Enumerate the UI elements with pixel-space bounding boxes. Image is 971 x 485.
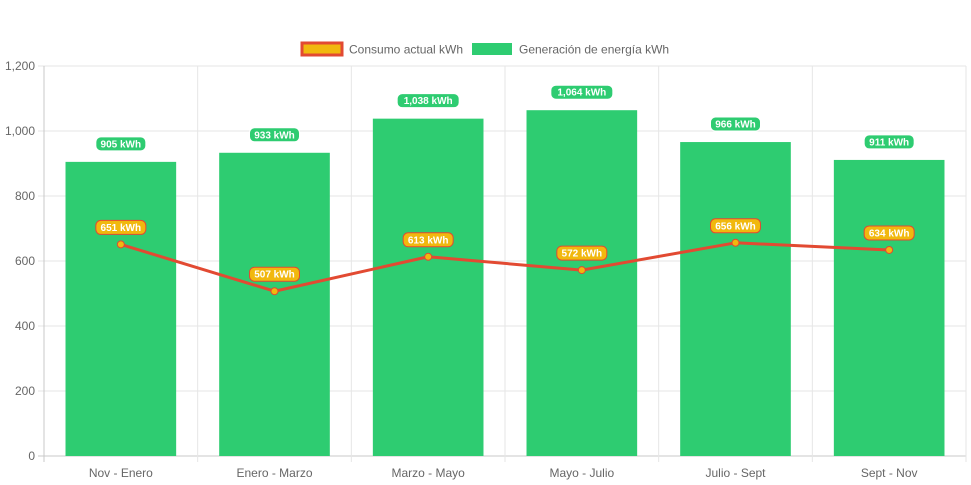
bar-generacion [372, 118, 484, 457]
bar-data-label: 933 kWh [254, 130, 295, 141]
point-consumo [270, 287, 279, 296]
line-data-label: 572 kWh [562, 249, 603, 260]
line-data-label-bg [95, 219, 147, 235]
bar-generacion [833, 159, 945, 457]
bar-data-label-bg [95, 136, 147, 152]
axis-layer: 0 200 400 600 800 1,000 1,200 Nov - Enero Enero … [5, 59, 918, 480]
line-data-label: 651 kWh [101, 223, 142, 234]
bar-generacion [219, 152, 330, 456]
y-tick-label: 200 [15, 384, 35, 398]
x-tick-label: Enero - Marzo [236, 466, 312, 480]
line-data-label-bg [402, 232, 454, 248]
y-tick-label: 400 [15, 319, 35, 333]
point-consumo [577, 266, 586, 275]
point-consumo [731, 238, 740, 247]
bar-data-label-bg [249, 127, 300, 143]
x-tick-label: Nov - Enero [89, 466, 153, 480]
y-tick-label: 0 [28, 449, 35, 463]
line-data-label-bg [556, 245, 608, 261]
point-consumo [424, 252, 433, 261]
x-tick-label: Marzo - Mayo [391, 466, 465, 480]
bar-data-label-bg [710, 116, 761, 132]
bar-data-label: 966 kWh [715, 120, 756, 131]
bar-data-label: 911 kWh [869, 137, 909, 148]
bar-data-label-bg [863, 134, 915, 150]
bar-data-label: 905 kWh [101, 139, 142, 150]
legend-item-consumo[interactable]: Consumo actual kWh [300, 41, 463, 57]
legend-swatch-generacion [472, 43, 512, 55]
x-tick-label: Mayo - Julio [549, 466, 614, 480]
point-consumo [885, 245, 894, 254]
line-data-label: 634 kWh [869, 228, 910, 239]
x-tick-label: Sept - Nov [861, 466, 918, 480]
line-data-label-bg [249, 266, 300, 282]
point-consumo [116, 240, 125, 249]
y-tick-label: 1,200 [5, 59, 35, 73]
bar-data-label-bg [550, 84, 614, 100]
bar-generacion [680, 142, 791, 457]
data-label-layer: 905 kWh 933 kWh 1,038 kWh 1,064 kWh 966 kWh 9… [95, 84, 915, 282]
legend-label-generacion: Generación de energía kWh [519, 43, 669, 57]
legend-label-consumo: Consumo actual kWh [349, 43, 463, 57]
line-data-label-bg [863, 225, 915, 241]
bar-data-label: 1,038 kWh [404, 96, 453, 107]
bar-data-label-bg [396, 93, 460, 109]
x-tick-label: Julio - Sept [705, 466, 766, 480]
bar-generacion [526, 110, 638, 456]
line-data-label: 507 kWh [254, 270, 295, 281]
bar-layer [65, 110, 945, 457]
line-data-label: 613 kWh [408, 235, 449, 246]
grid-layer [38, 65, 967, 462]
bar-data-label: 1,064 kWh [557, 88, 606, 99]
line-layer [116, 238, 894, 296]
line-data-label: 656 kWh [715, 221, 756, 232]
y-tick-label: 600 [15, 254, 35, 268]
line-consumo [120, 241, 890, 293]
legend-swatch-consumo [300, 41, 344, 57]
bar-generacion [65, 161, 177, 456]
line-data-label-bg [710, 218, 761, 234]
y-tick-label: 800 [15, 189, 35, 203]
y-tick-label: 1,000 [5, 124, 35, 138]
legend[interactable]: Consumo actual kWh Generación de energía … [300, 41, 669, 57]
legend-item-generacion[interactable]: Generación de energía kWh [472, 43, 669, 57]
